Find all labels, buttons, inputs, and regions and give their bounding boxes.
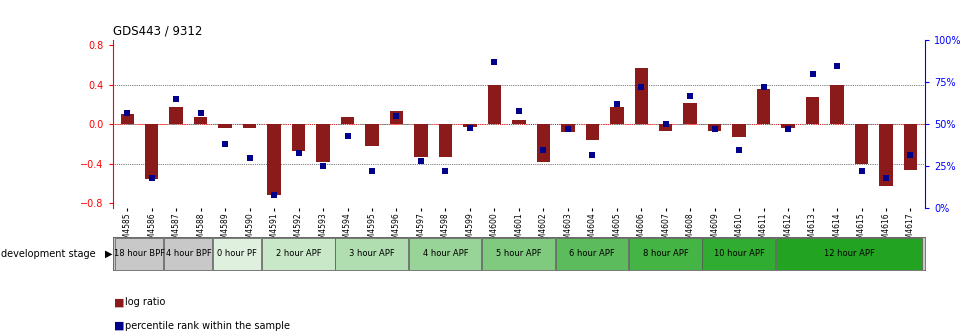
Bar <box>560 124 574 132</box>
Text: 18 hour BPF: 18 hour BPF <box>113 249 165 258</box>
Bar <box>212 238 261 270</box>
Point <box>682 93 697 98</box>
Bar <box>243 124 256 128</box>
Point <box>242 155 257 161</box>
Bar <box>683 102 696 124</box>
Text: 4 hour APF: 4 hour APF <box>422 249 467 258</box>
Point <box>388 113 404 119</box>
Bar <box>775 238 921 270</box>
Bar <box>658 124 672 131</box>
Text: 12 hour APF: 12 hour APF <box>823 249 873 258</box>
Bar <box>756 89 770 124</box>
Text: 3 hour APF: 3 hour APF <box>349 249 394 258</box>
Point <box>633 85 648 90</box>
Point <box>755 85 771 90</box>
Bar <box>169 107 183 124</box>
Bar <box>609 107 623 124</box>
Text: percentile rank within the sample: percentile rank within the sample <box>125 321 290 331</box>
Point <box>608 101 624 107</box>
Bar <box>291 124 305 151</box>
Bar <box>511 120 525 124</box>
Bar <box>438 124 452 157</box>
Text: 6 hour APF: 6 hour APF <box>569 249 614 258</box>
Bar <box>261 238 334 270</box>
Bar <box>340 117 354 124</box>
Point <box>266 192 282 198</box>
Point <box>877 175 893 181</box>
Point <box>535 147 551 152</box>
Point <box>486 59 502 65</box>
Bar <box>389 112 403 124</box>
Point <box>779 127 795 132</box>
Bar <box>408 238 481 270</box>
Text: development stage: development stage <box>1 249 96 259</box>
Text: 10 hour APF: 10 hour APF <box>713 249 764 258</box>
Text: ■: ■ <box>113 321 124 331</box>
Bar <box>829 85 843 124</box>
Bar <box>555 238 628 270</box>
Bar <box>732 124 745 137</box>
Bar <box>414 124 427 157</box>
Point <box>144 175 159 181</box>
Bar <box>628 238 701 270</box>
Point <box>364 169 379 174</box>
Bar <box>218 124 232 128</box>
Bar <box>903 124 916 170</box>
Bar <box>878 124 892 185</box>
Text: log ratio: log ratio <box>125 297 165 307</box>
Bar <box>634 68 647 124</box>
Bar <box>194 117 207 124</box>
Point <box>290 150 306 156</box>
Bar <box>120 115 134 124</box>
Point <box>339 133 355 139</box>
Point <box>315 164 331 169</box>
Text: GDS443 / 9312: GDS443 / 9312 <box>112 25 201 38</box>
Point <box>584 152 600 157</box>
Bar <box>481 238 555 270</box>
Bar <box>780 124 794 128</box>
Point <box>731 147 746 152</box>
Point <box>462 125 477 130</box>
Bar <box>487 85 501 124</box>
Text: 8 hour APF: 8 hour APF <box>643 249 688 258</box>
Text: 0 hour PF: 0 hour PF <box>217 249 257 258</box>
Point <box>657 122 673 127</box>
Bar <box>334 238 408 270</box>
Point <box>437 169 453 174</box>
Point <box>559 127 575 132</box>
Bar <box>585 124 599 140</box>
Bar <box>145 124 158 179</box>
Bar <box>463 124 476 127</box>
Bar <box>854 124 867 164</box>
Text: ▶: ▶ <box>105 249 112 259</box>
Point <box>828 63 844 68</box>
Point <box>193 110 208 115</box>
Bar <box>536 124 550 162</box>
Point <box>853 169 868 174</box>
Bar <box>701 238 775 270</box>
Point <box>119 110 135 115</box>
Bar <box>163 238 212 270</box>
Point <box>902 152 917 157</box>
Point <box>217 142 233 147</box>
Bar <box>707 124 721 131</box>
Text: ■: ■ <box>113 297 124 307</box>
Point <box>168 96 184 102</box>
Bar <box>267 124 281 196</box>
Point <box>804 71 820 77</box>
Bar <box>365 124 378 146</box>
Bar <box>805 97 819 124</box>
Point <box>511 108 526 114</box>
Point <box>706 127 722 132</box>
Text: 2 hour APF: 2 hour APF <box>276 249 321 258</box>
Text: 5 hour APF: 5 hour APF <box>496 249 541 258</box>
Point <box>413 159 428 164</box>
Bar <box>316 124 330 162</box>
Bar <box>115 238 163 270</box>
Text: 4 hour BPF: 4 hour BPF <box>165 249 211 258</box>
